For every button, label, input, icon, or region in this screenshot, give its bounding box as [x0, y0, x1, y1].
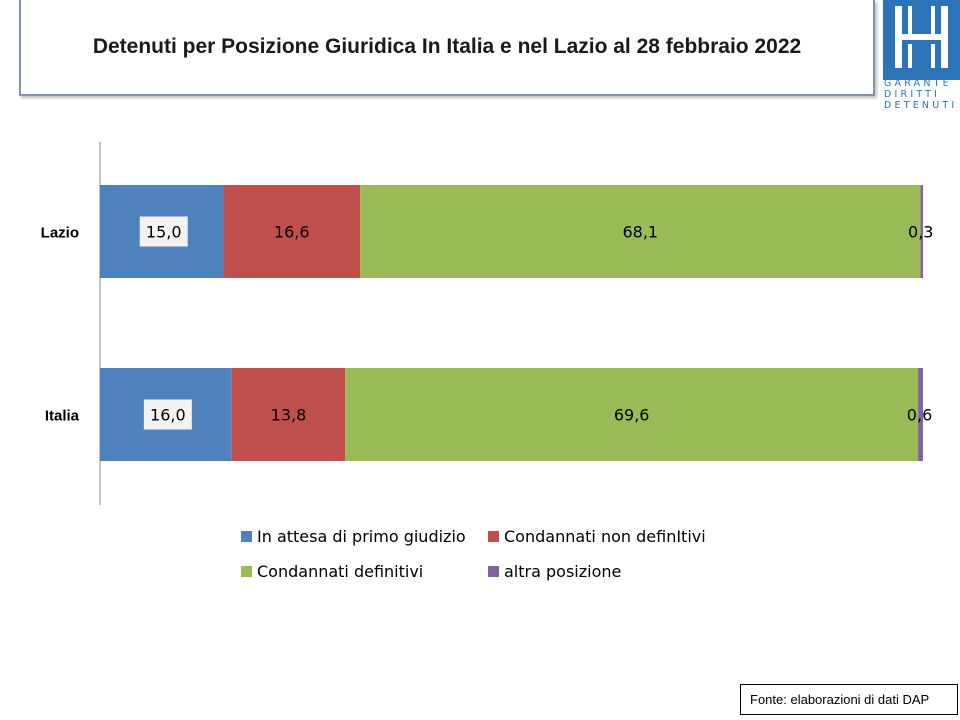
source-note: Fonte: elaborazioni di dati DAP [740, 684, 958, 715]
garante-logo-icon [883, 0, 960, 80]
data-label: 0,3 [908, 223, 933, 242]
legend-entry: Condannati non definItivi [504, 527, 706, 546]
data-label-box [143, 399, 192, 430]
data-label: 68,1 [622, 223, 658, 242]
bar-segment [345, 368, 919, 461]
logo-text-line: DIRITTI [884, 89, 941, 100]
data-label: 15,0 [146, 223, 182, 242]
legend-swatch [488, 531, 499, 542]
bar-segment [920, 185, 923, 278]
data-label: 13,8 [271, 406, 307, 425]
title-box: Detenuti per Posizione Giuridica In Ital… [19, 0, 875, 96]
legend-swatch [241, 531, 252, 542]
logo-text-line: DETENUTI [884, 100, 958, 111]
page-title: Detenuti per Posizione Giuridica In Ital… [92, 35, 802, 58]
legend-entry: altra posizione [504, 562, 621, 581]
legend-swatch [241, 566, 252, 577]
logo-text-line: GARANTE [884, 78, 952, 89]
data-label: 0,6 [907, 406, 932, 425]
legend-entry: Condannati definitivi [257, 562, 423, 581]
bar-segment [231, 368, 346, 461]
category-label: Lazio [41, 225, 79, 242]
bar-segment [360, 185, 921, 278]
data-label: 16,6 [274, 223, 310, 242]
legend-entry: In attesa di primo giudizio [257, 527, 466, 546]
bar-segment [223, 185, 361, 278]
legend-swatch [488, 566, 499, 577]
category-label: Italia [45, 408, 80, 425]
chart: Lazio 15,0 16,6 68,1 0,3 Italia 16,0 13,8 69,6 0,… [41, 142, 933, 581]
data-label: 69,6 [614, 406, 650, 425]
data-label-box [139, 216, 188, 247]
data-label: 16,0 [150, 406, 186, 425]
bar-segment [918, 368, 923, 461]
